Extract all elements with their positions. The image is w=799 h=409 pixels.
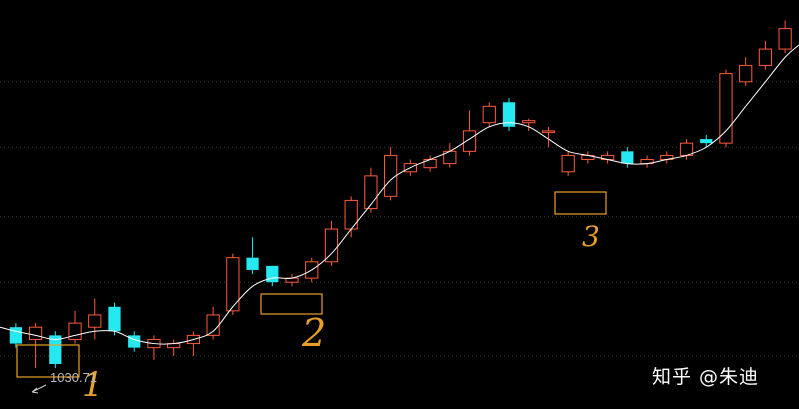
- candle-wicks: [15, 20, 786, 369]
- candle-down: [700, 139, 713, 144]
- candle-up: [324, 228, 339, 263]
- annotation-box-1: [16, 344, 80, 378]
- candle-up: [482, 105, 496, 124]
- candle-down: [9, 327, 22, 344]
- candle-up: [758, 48, 773, 66]
- annotation-boxes: [16, 191, 607, 378]
- candle-up: [384, 154, 398, 197]
- moving-average-line: [0, 44, 799, 345]
- candle-up: [206, 314, 220, 336]
- annotation-label-3: 3: [582, 220, 600, 253]
- candle-up: [462, 130, 477, 152]
- candle-up: [739, 64, 753, 83]
- price-label: 1030.71: [50, 370, 97, 385]
- candle-down: [128, 335, 141, 348]
- candle-up: [541, 130, 556, 133]
- candle-up: [88, 314, 102, 328]
- annotation-label-1: 1: [82, 365, 104, 405]
- candle-up: [561, 154, 575, 173]
- annotation-label-2: 2: [301, 311, 326, 355]
- candle-down: [621, 151, 634, 164]
- candle-down: [266, 265, 279, 283]
- candle-up: [68, 322, 82, 340]
- candle-up: [28, 326, 43, 340]
- annotation-box-2: [260, 293, 323, 315]
- candle-down: [49, 335, 62, 365]
- candle-bodies: [9, 28, 792, 365]
- candle-up: [522, 120, 536, 124]
- candle-up: [719, 73, 733, 144]
- candle-up: [226, 257, 240, 312]
- candle-down: [108, 306, 121, 332]
- candle-up: [364, 175, 378, 210]
- annotation-box-3: [554, 191, 607, 215]
- candle-up: [778, 28, 792, 50]
- candle-down: [246, 257, 259, 270]
- candle-up: [344, 199, 358, 230]
- candle-down: [502, 102, 516, 127]
- watermark-text: 知乎 @朱迪: [652, 366, 760, 388]
- price-pointer-arrow: [31, 384, 47, 394]
